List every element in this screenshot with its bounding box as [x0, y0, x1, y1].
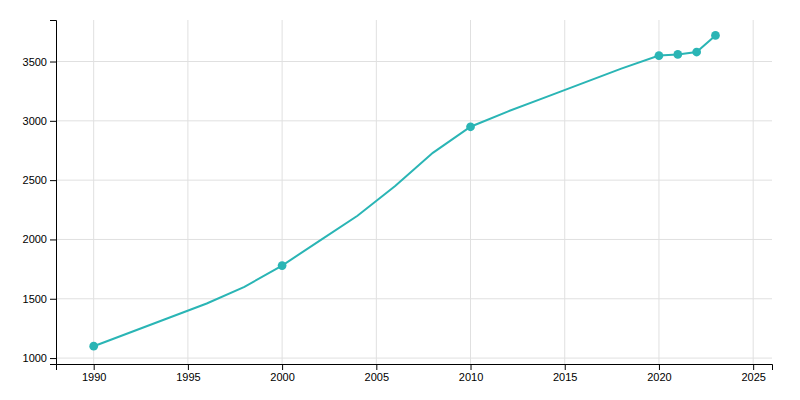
grid-line	[93, 20, 94, 364]
grid-line	[56, 358, 772, 359]
x-axis: 1990 1995 2000 2005 2010 2015 2020 2025	[57, 364, 773, 383]
grid-line	[658, 20, 659, 364]
tick: 1000	[23, 352, 56, 364]
axis-line	[50, 21, 57, 365]
tick: 2000	[270, 364, 294, 383]
plot: 1990 1995 2000 2005 2010 2015 2020 2025 1000 1500…	[23, 20, 773, 383]
tick: 2010	[459, 364, 483, 383]
tick: 2025	[741, 364, 765, 383]
marker	[673, 50, 682, 59]
tick: 2015	[553, 364, 577, 383]
tick-mark	[94, 364, 95, 370]
tick-label: 2015	[553, 371, 577, 383]
marker	[466, 122, 475, 131]
tick: 3000	[23, 115, 56, 127]
tick-mark	[50, 239, 56, 240]
tick-label: 2020	[647, 371, 671, 383]
marker	[89, 342, 98, 351]
grid-line	[470, 20, 471, 364]
tick-label: 3000	[23, 115, 47, 127]
tick-mark	[282, 364, 283, 370]
tick-label: 2000	[23, 233, 47, 245]
y-axis: 1000 1500 2000 2500 3000 3500	[23, 21, 57, 365]
grid-line	[56, 298, 772, 299]
tick: 1995	[176, 364, 200, 383]
tick-mark	[376, 364, 377, 370]
tick-mark	[50, 62, 56, 63]
tick-label: 1000	[23, 352, 47, 364]
marker	[692, 48, 701, 57]
marks	[89, 31, 720, 351]
tick-label: 2025	[741, 371, 765, 383]
marker	[711, 31, 720, 40]
grid-line	[56, 61, 772, 62]
tick-mark	[50, 180, 56, 181]
grid-line	[56, 239, 772, 240]
tick-label: 1500	[23, 293, 47, 305]
tick-mark	[188, 364, 189, 370]
grid-line	[56, 180, 772, 181]
grid-line	[564, 20, 565, 364]
tick-mark	[50, 299, 56, 300]
tick: 1990	[82, 364, 106, 383]
tick-mark	[659, 364, 660, 370]
tick: 2005	[365, 364, 389, 383]
marker	[278, 261, 287, 270]
tick-mark	[50, 121, 56, 122]
tick: 2020	[647, 364, 671, 383]
grid	[56, 20, 772, 364]
tick-mark	[753, 364, 754, 370]
grid-line	[376, 20, 377, 364]
tick: 3500	[23, 56, 56, 68]
tick-mark	[471, 364, 472, 370]
tick-label: 2005	[365, 371, 389, 383]
grid-line	[56, 120, 772, 121]
tick: 1500	[23, 293, 56, 305]
tick-label: 1995	[176, 371, 200, 383]
tick-label: 2500	[23, 174, 47, 186]
marker	[655, 51, 664, 60]
tick-label: 2010	[459, 371, 483, 383]
axis-line	[57, 365, 773, 371]
tick-label: 3500	[23, 56, 47, 68]
tick-mark	[50, 358, 56, 359]
tick: 2000	[23, 233, 56, 245]
grid-line	[753, 20, 754, 364]
chart: 1990 1995 2000 2005 2010 2015 2020 2025 1000 1500…	[0, 0, 800, 400]
grid-line	[282, 20, 283, 364]
tick-label: 2000	[270, 371, 294, 383]
grid-line	[187, 20, 188, 364]
tick-mark	[565, 364, 566, 370]
tick-label: 1990	[82, 371, 106, 383]
line	[94, 35, 716, 346]
tick: 2500	[23, 174, 56, 186]
